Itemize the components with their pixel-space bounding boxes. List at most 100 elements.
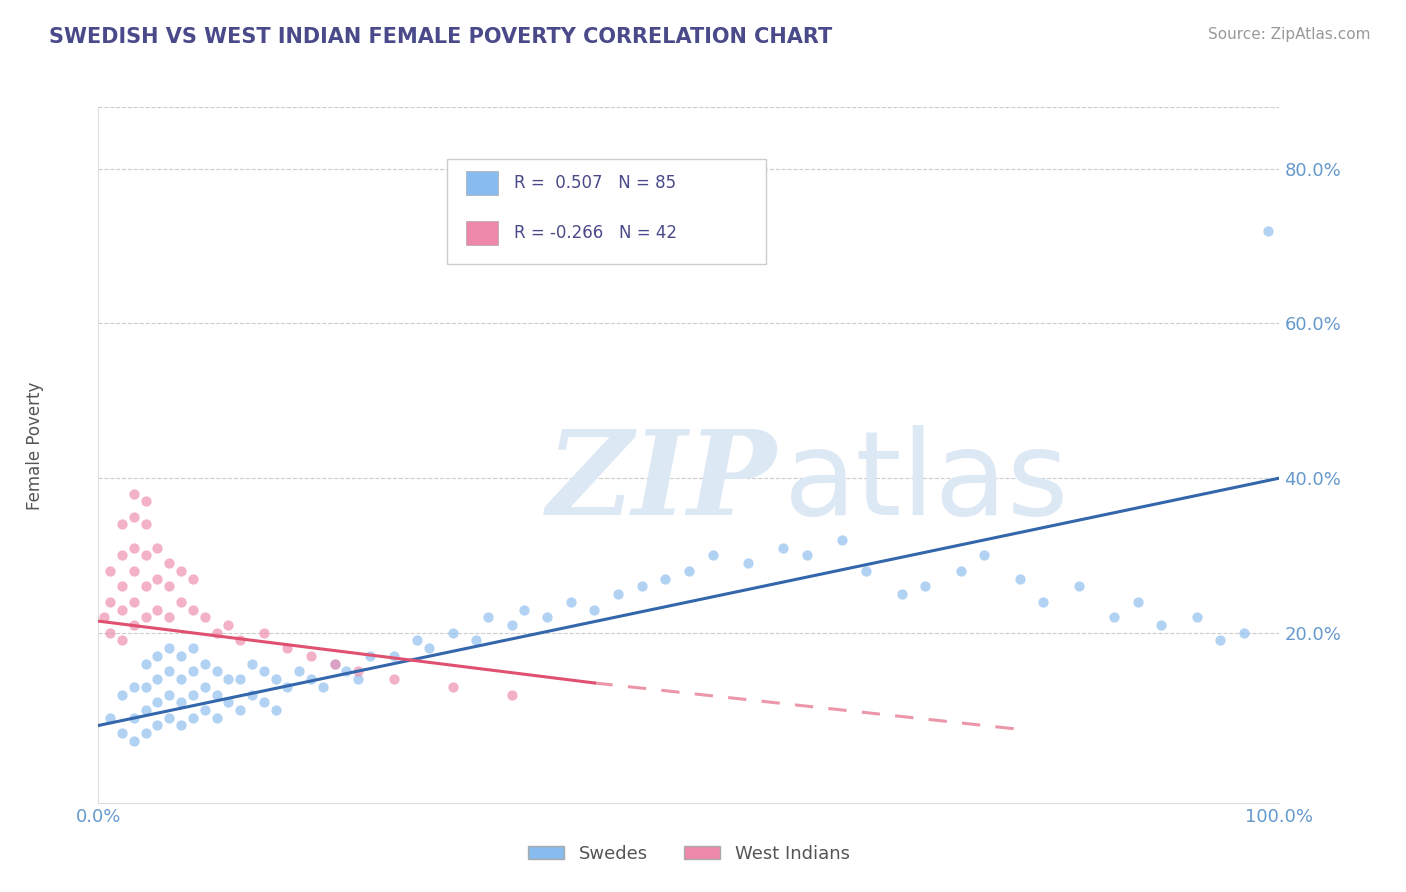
Point <box>229 703 252 717</box>
Point <box>1233 625 1256 640</box>
Point <box>98 711 121 725</box>
Point <box>205 665 228 679</box>
Point <box>1185 610 1208 624</box>
Point <box>205 625 228 640</box>
Point <box>170 672 193 686</box>
Point <box>477 610 499 624</box>
Point <box>157 711 180 725</box>
Point <box>240 688 263 702</box>
FancyBboxPatch shape <box>465 221 498 245</box>
Point <box>122 564 145 578</box>
Point <box>1209 633 1232 648</box>
Point <box>299 648 322 663</box>
Point <box>146 672 169 686</box>
Point <box>347 665 370 679</box>
Point <box>146 648 169 663</box>
Point <box>157 641 180 656</box>
Point <box>135 549 157 563</box>
Point <box>890 587 912 601</box>
Point <box>122 486 145 500</box>
Point <box>146 695 169 709</box>
Point <box>111 602 134 616</box>
Point <box>299 672 322 686</box>
Point <box>111 688 134 702</box>
Point <box>122 618 145 632</box>
Point <box>949 564 972 578</box>
Point <box>772 541 794 555</box>
Point <box>312 680 335 694</box>
Point <box>135 726 157 740</box>
Point <box>122 734 145 748</box>
Point <box>170 695 193 709</box>
Point <box>217 618 239 632</box>
Text: atlas: atlas <box>783 425 1069 541</box>
Point <box>1257 224 1279 238</box>
Point <box>441 680 464 694</box>
Point <box>135 610 157 624</box>
Point <box>181 641 204 656</box>
Point <box>146 602 169 616</box>
Point <box>122 595 145 609</box>
Point <box>536 610 558 624</box>
Point <box>288 665 311 679</box>
Point <box>157 665 180 679</box>
Point <box>406 633 429 648</box>
Point <box>181 572 204 586</box>
Point <box>146 718 169 732</box>
Point <box>512 602 534 616</box>
Point <box>217 695 239 709</box>
Point <box>1008 572 1031 586</box>
Point <box>253 625 276 640</box>
Point <box>205 688 228 702</box>
Point <box>157 579 180 593</box>
Point <box>135 579 157 593</box>
Point <box>855 564 877 578</box>
Point <box>253 695 276 709</box>
Point <box>276 680 298 694</box>
Point <box>335 665 357 679</box>
Point <box>98 625 121 640</box>
Point <box>1102 610 1125 624</box>
Text: R = -0.266   N = 42: R = -0.266 N = 42 <box>515 225 678 243</box>
Point <box>122 541 145 555</box>
Point <box>654 572 676 586</box>
Point <box>122 711 145 725</box>
Point <box>240 657 263 671</box>
Point <box>583 602 606 616</box>
FancyBboxPatch shape <box>465 170 498 194</box>
Point <box>98 564 121 578</box>
Point <box>181 711 204 725</box>
Point <box>831 533 853 547</box>
Point <box>323 657 346 671</box>
Point <box>170 595 193 609</box>
Point <box>181 665 204 679</box>
Point <box>276 641 298 656</box>
Point <box>264 703 287 717</box>
Text: Source: ZipAtlas.com: Source: ZipAtlas.com <box>1208 27 1371 42</box>
Point <box>702 549 724 563</box>
Point <box>229 633 252 648</box>
Point <box>146 541 169 555</box>
Point <box>170 718 193 732</box>
Text: ZIP: ZIP <box>547 425 778 541</box>
Point <box>418 641 440 656</box>
Point <box>111 579 134 593</box>
Legend: Swedes, West Indians: Swedes, West Indians <box>522 838 856 871</box>
Point <box>501 618 523 632</box>
Point <box>122 680 145 694</box>
Point <box>157 556 180 570</box>
Point <box>111 549 134 563</box>
Point <box>194 610 217 624</box>
Text: SWEDISH VS WEST INDIAN FEMALE POVERTY CORRELATION CHART: SWEDISH VS WEST INDIAN FEMALE POVERTY CO… <box>49 27 832 46</box>
Point <box>181 688 204 702</box>
Point <box>560 595 582 609</box>
Point <box>973 549 995 563</box>
Point <box>194 703 217 717</box>
Point <box>111 726 134 740</box>
Point <box>135 657 157 671</box>
Point <box>181 602 204 616</box>
Point <box>1150 618 1173 632</box>
Point <box>170 564 193 578</box>
Point <box>111 633 134 648</box>
Point <box>135 517 157 532</box>
